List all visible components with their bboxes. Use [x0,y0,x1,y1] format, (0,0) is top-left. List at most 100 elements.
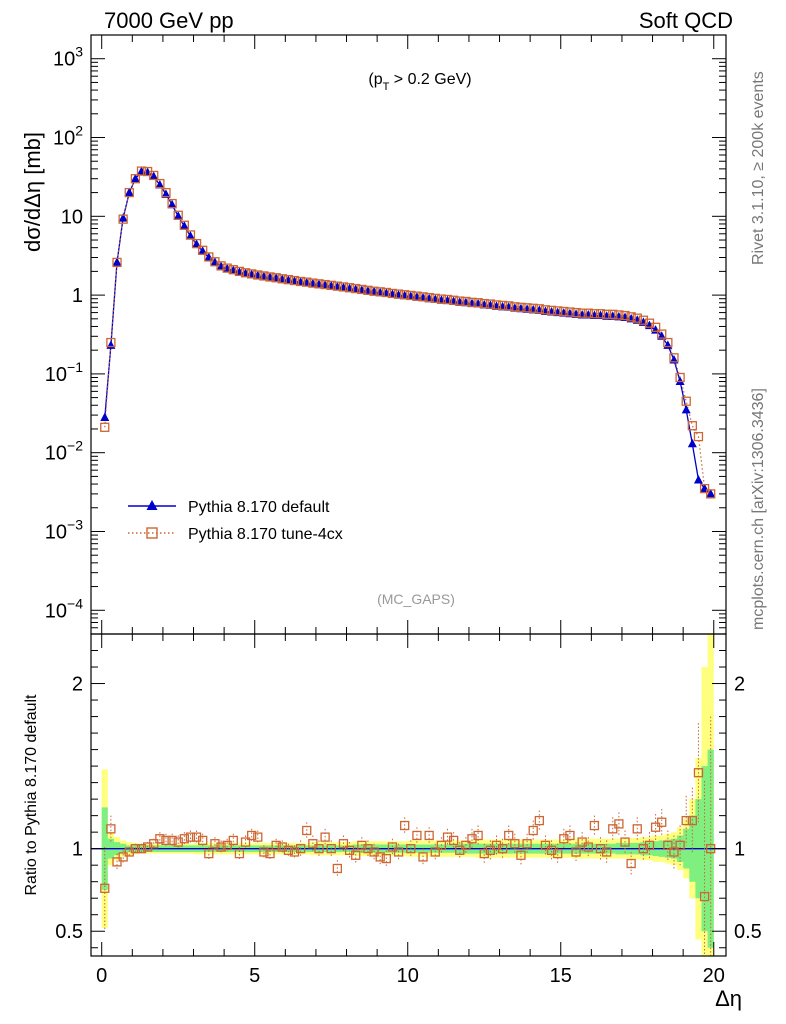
point-tune [265,272,275,282]
ratio-point-tune [191,832,202,842]
ratio-point-tune [228,835,238,846]
ratio-point-tune [216,842,226,852]
ratio-point-tune [185,832,196,842]
point-tune [491,300,502,310]
point-tune [136,166,147,176]
ratio-point-tune [430,847,440,857]
ratio-point-tune [479,848,489,859]
ratio-point-tune [100,883,110,893]
ratio-point-tune [142,842,153,852]
point-tune [626,312,636,322]
point-tune [387,288,398,299]
point-tune [400,290,410,300]
ratio-y-tick-label: 1 [72,839,83,861]
point-tune [253,270,263,280]
ratio-point-tune [381,853,391,864]
point-tune [455,296,465,306]
point-tune [442,294,453,305]
ratio-point-tune [155,834,165,844]
point-tune [540,305,551,315]
point-tune [687,421,697,431]
ratio-point-tune [620,837,630,847]
point-tune [583,308,593,318]
x-tick-label: 5 [249,965,260,987]
point-tune [681,396,691,406]
series-line-default [104,170,712,495]
main-y-tick-label: 10−2 [45,438,83,465]
ratio-point-tune [528,825,538,836]
ratio-point-tune [295,844,306,854]
point-tune [332,281,342,291]
ratio-point-tune [546,845,557,855]
main-frame [90,34,727,635]
point-tune [448,295,459,305]
ratio-point-tune [491,840,502,851]
point-tune [479,298,489,309]
point-tune [706,489,716,499]
point-default [106,340,116,349]
point-tune [179,220,189,230]
ratio-point-tune [516,850,526,860]
ratio-point-tune [467,834,477,844]
legend-marker-tune [146,527,158,539]
point-tune [699,483,710,494]
point-tune [675,372,685,383]
ratio-point-tune [314,844,324,854]
x-tick-label: 20 [703,965,725,987]
ratio-point-tune [393,847,404,857]
header-right: Soft QCD [639,8,733,33]
mcplots-label: mcplots.cern.ch [arXiv:1306.3436] [750,388,767,630]
ratio-point-tune [436,840,447,851]
point-tune [106,337,116,348]
point-tune [406,290,416,301]
ratio-point-tune [271,840,281,851]
point-tune [534,304,544,314]
point-tune [381,287,391,298]
ratio-point-tune [222,840,232,851]
ratio-point-tune [308,839,318,849]
point-default [681,404,691,414]
ratio-point-tune [283,845,294,855]
ratio-point-tune [418,852,428,862]
ratio-point-tune [277,842,287,852]
header-left: 7000 GeV pp [104,8,234,33]
point-tune [559,306,569,317]
point-tune [485,299,496,309]
ratio-point-tune [357,840,367,851]
point-tune [155,178,165,189]
point-tune [669,353,679,363]
ratio-point-tune [161,835,171,846]
point-tune [693,431,704,442]
ratio-point-tune [387,842,398,852]
point-tune [247,269,257,279]
point-tune [234,266,245,277]
ratio-point-tune [124,847,134,857]
ratio-point-tune [675,840,685,851]
point-tune [504,301,514,311]
point-tune [602,309,612,319]
point-tune [418,292,428,302]
ratio-point-tune [112,857,122,867]
point-tune [314,279,324,289]
point-tune [589,309,600,319]
point-tune [191,238,202,249]
point-tune [571,307,581,318]
point-tune [259,271,269,281]
ratio-point-tune [589,820,600,831]
ratio-point-tune [265,848,275,859]
ratio-y-tick-label-right: 0.5 [734,921,762,943]
ratio-point-tune [595,844,606,854]
point-tune [308,278,318,288]
ratio-point-tune [130,844,141,854]
point-tune [393,289,404,299]
point-tune [295,276,306,287]
ratio-point-tune [681,815,691,826]
point-default [124,187,134,197]
point-tune [124,187,134,198]
point-tune [167,198,177,209]
ratio-point-tune [497,844,508,854]
ratio-point-tune [614,819,624,829]
point-tune [338,282,349,292]
ratio-point-tune [424,830,434,841]
point-tune [320,279,330,290]
